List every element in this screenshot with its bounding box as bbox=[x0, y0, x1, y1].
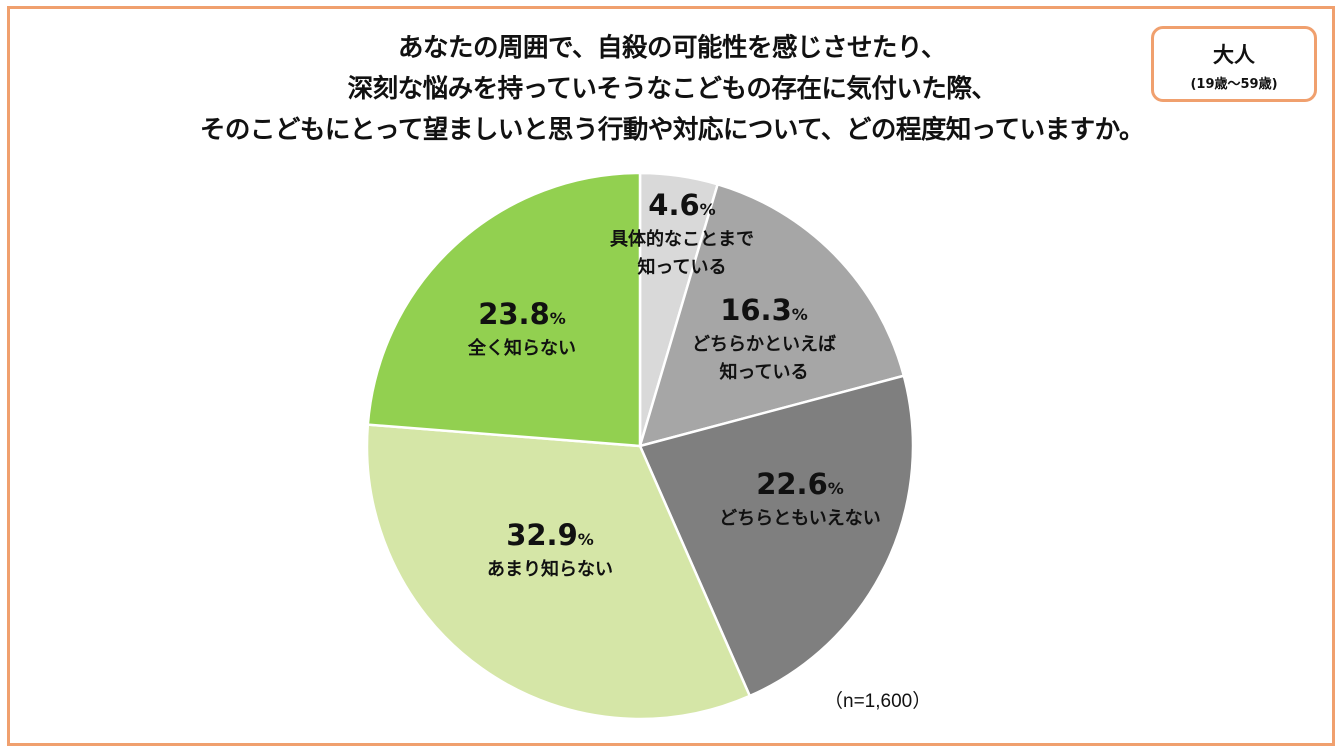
title-line-2: 深刻な悩みを持っていそうなこどもの存在に気付いた際、 bbox=[347, 74, 997, 104]
slice-category-label: 具体的なことまで bbox=[610, 228, 754, 250]
badge-main-label: 大人 bbox=[1213, 43, 1255, 67]
badge-sub-label: (19歳～59歳) bbox=[1190, 77, 1278, 92]
slice-value-label: 22.6% bbox=[756, 467, 844, 501]
slice-category-label: どちらともいえない bbox=[719, 508, 881, 529]
pie-slice bbox=[366, 171, 642, 448]
pie-labels: 4.6%具体的なことまで知っている16.3%どちらかといえば知っている22.6%… bbox=[467, 188, 881, 580]
slice-value-label: 23.8% bbox=[478, 297, 566, 331]
slice-category-label: どちらかといえば bbox=[692, 334, 836, 355]
age-group-badge: 大人 (19歳～59歳) bbox=[1151, 26, 1317, 102]
chart-frame bbox=[7, 6, 1335, 746]
pie-slices bbox=[365, 171, 915, 721]
slice-category-label: あまり知らない bbox=[487, 558, 613, 580]
pie-slice bbox=[638, 374, 915, 698]
title-line-3: そのこどもにとって望ましいと思う行動や対応について、どの程度知っていますか。 bbox=[199, 115, 1145, 145]
slice-category-label: 知っている bbox=[719, 361, 808, 383]
slice-category-label: 全く知らない bbox=[467, 337, 576, 359]
slice-value-label: 16.3% bbox=[720, 293, 808, 327]
title-line-1: あなたの周囲で、自殺の可能性を感じさせたり、 bbox=[398, 33, 946, 63]
pie-slice bbox=[365, 423, 752, 721]
slice-value-label: 32.9% bbox=[506, 518, 594, 552]
slice-category-label: 知っている bbox=[637, 256, 726, 278]
sample-size-note: （n=1,600） bbox=[824, 691, 932, 712]
chart-title: あなたの周囲で、自殺の可能性を感じさせたり、 深刻な悩みを持っていそうなこどもの… bbox=[0, 28, 1344, 151]
pie-slice bbox=[638, 182, 906, 448]
slice-value-label: 4.6% bbox=[648, 188, 715, 222]
